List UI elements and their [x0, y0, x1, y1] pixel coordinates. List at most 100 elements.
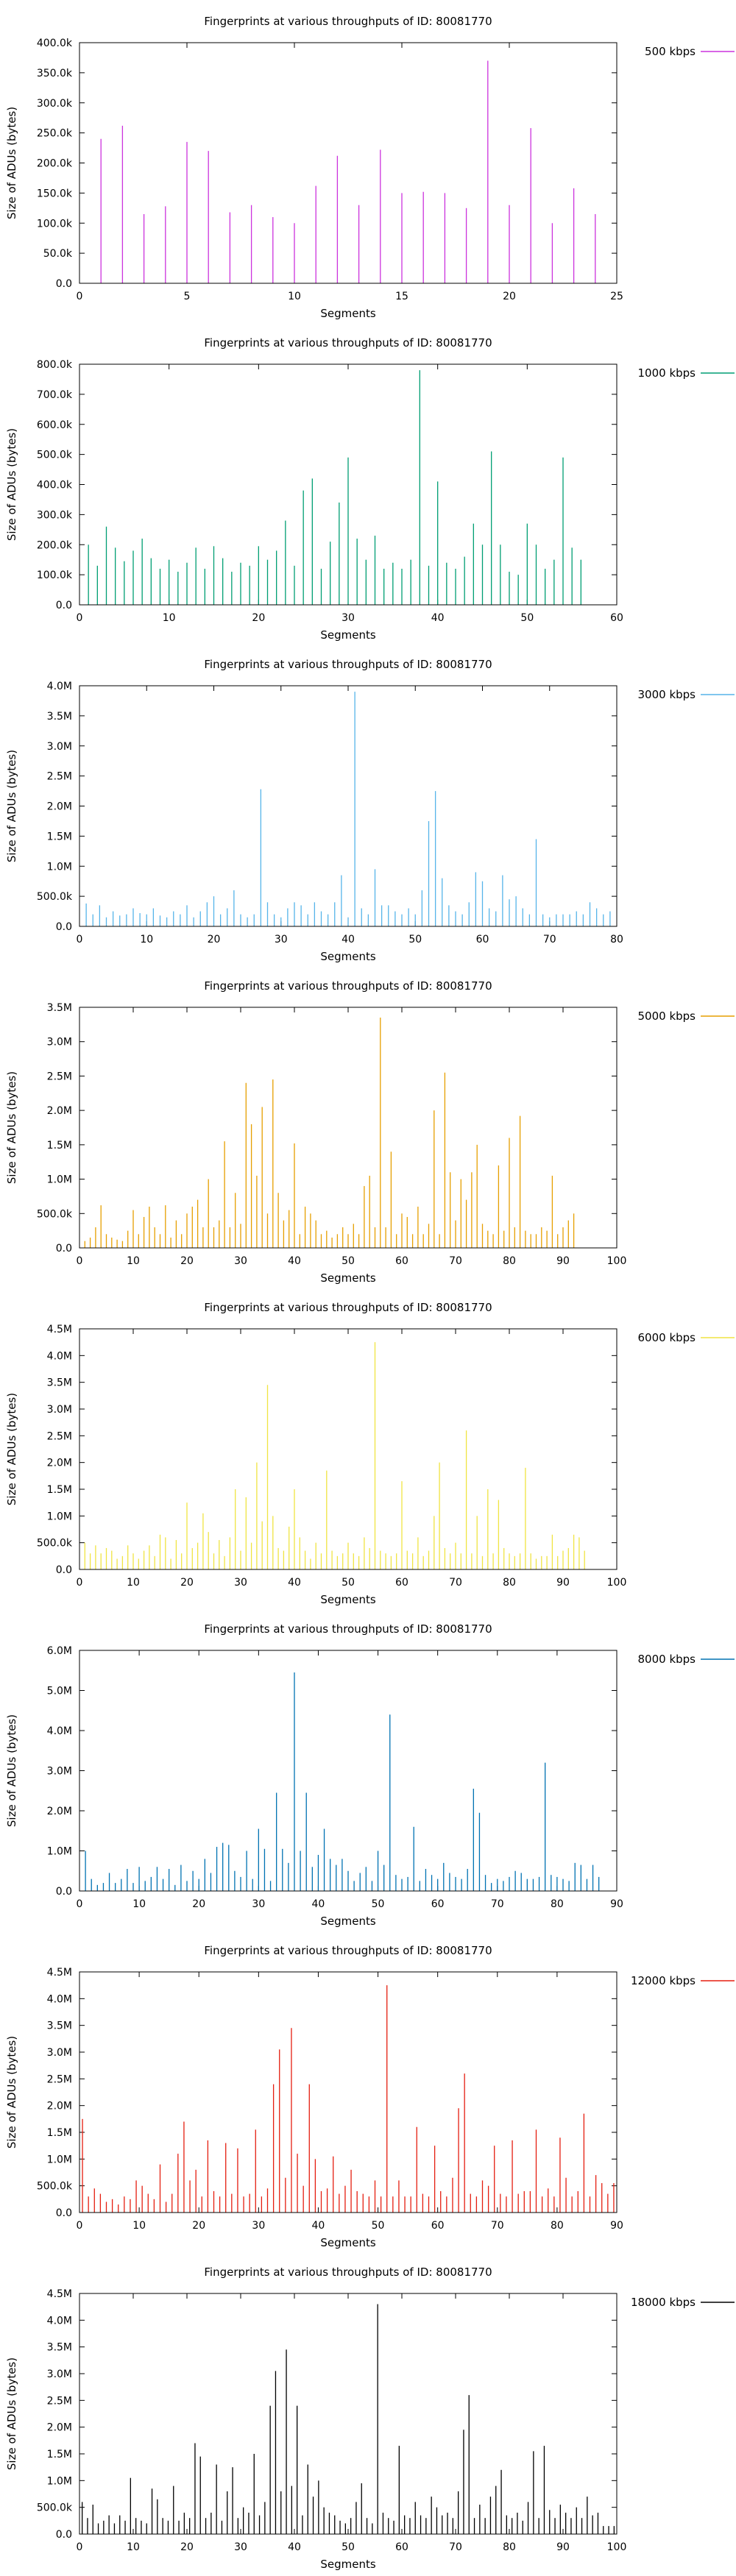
chart-svg: Fingerprints at various throughputs of I… — [5, 1944, 735, 2249]
x-tick-label: 30 — [234, 2541, 247, 2553]
x-tick-label: 10 — [163, 612, 176, 624]
chart-title: Fingerprints at various throughputs of I… — [204, 1944, 492, 1957]
y-tick-label: 200.0k — [37, 539, 73, 551]
x-tick-label: 60 — [395, 2541, 408, 2553]
y-tick-label: 5.0M — [47, 1686, 72, 1697]
y-tick-label: 4.0M — [47, 681, 72, 692]
x-tick-label: 50 — [342, 1255, 355, 1267]
y-tick-label: 350.0k — [37, 68, 73, 79]
x-tick-label: 20 — [180, 1255, 194, 1267]
x-tick-label: 60 — [431, 2220, 445, 2232]
y-tick-label: 2.0M — [47, 1105, 72, 1117]
y-tick-label: 4.5M — [47, 1324, 72, 1335]
y-tick-label: 4.0M — [47, 1350, 72, 1362]
chart-panel: Fingerprints at various throughputs of I… — [0, 1608, 736, 1929]
y-tick-label: 0.0 — [56, 921, 72, 933]
plot-frame — [79, 1328, 618, 1570]
x-tick-label: 5 — [184, 291, 191, 302]
x-tick-label: 80 — [503, 2541, 516, 2553]
x-tick-label: 50 — [372, 1898, 385, 1910]
x-tick-label: 30 — [275, 934, 288, 945]
chart-panel: Fingerprints at various throughputs of I… — [0, 0, 736, 322]
x-tick-label: 40 — [288, 1577, 301, 1589]
plot-frame — [79, 363, 618, 606]
x-tick-label: 100 — [607, 2541, 627, 2553]
x-tick-label: 50 — [520, 612, 534, 624]
y-tick-label: 0.0 — [56, 1243, 72, 1255]
plot-frame — [79, 1007, 618, 1249]
y-tick-label: 500.0k — [37, 2502, 73, 2514]
x-tick-label: 40 — [342, 934, 355, 945]
y-tick-label: 2.5M — [47, 1071, 72, 1082]
x-tick-label: 60 — [476, 934, 489, 945]
x-tick-label: 20 — [180, 2541, 194, 2553]
y-tick-label: 2.5M — [47, 771, 72, 783]
x-tick-label: 20 — [192, 1898, 205, 1910]
y-tick-label: 50.0k — [43, 248, 73, 260]
y-tick-label: 1.5M — [47, 1484, 72, 1496]
x-axis-label: Segments — [320, 2236, 376, 2249]
chart-panel: Fingerprints at various throughputs of I… — [0, 965, 736, 1286]
x-tick-label: 80 — [503, 1255, 516, 1267]
x-tick-label: 20 — [180, 1577, 194, 1589]
y-tick-label: 3.5M — [47, 1002, 72, 1014]
y-tick-label: 3.0M — [47, 2047, 72, 2059]
x-tick-label: 20 — [192, 2220, 205, 2232]
y-tick-label: 0.0 — [56, 600, 72, 611]
y-tick-label: 0.0 — [56, 2529, 72, 2541]
y-tick-label: 1.0M — [47, 861, 72, 873]
y-tick-label: 1.0M — [47, 1511, 72, 1522]
y-tick-label: 4.0M — [47, 2315, 72, 2327]
x-axis-label: Segments — [320, 628, 376, 642]
y-axis-label: Size of ADUs (bytes) — [5, 1714, 18, 1827]
x-tick-label: 90 — [556, 1577, 570, 1589]
x-tick-label: 0 — [77, 1255, 83, 1267]
x-axis-label: Segments — [320, 2558, 376, 2571]
x-tick-label: 60 — [395, 1577, 408, 1589]
x-tick-label: 60 — [610, 612, 623, 624]
x-tick-label: 30 — [342, 612, 355, 624]
x-tick-label: 30 — [234, 1255, 247, 1267]
x-tick-label: 40 — [288, 1255, 301, 1267]
legend-label: 1000 kbps — [638, 366, 696, 380]
y-tick-label: 0.0 — [56, 1564, 72, 1576]
y-tick-label: 3.0M — [47, 1766, 72, 1778]
y-tick-label: 500.0k — [37, 891, 73, 903]
chart-svg: Fingerprints at various throughputs of I… — [5, 1622, 735, 1928]
chart-svg: Fingerprints at various throughputs of I… — [5, 1301, 735, 1606]
x-tick-label: 40 — [288, 2541, 301, 2553]
y-tick-label: 2.5M — [47, 2073, 72, 2085]
y-axis-label: Size of ADUs (bytes) — [5, 2357, 18, 2470]
x-tick-label: 50 — [342, 2541, 355, 2553]
x-tick-label: 0 — [77, 934, 83, 945]
x-tick-label: 10 — [288, 291, 301, 302]
y-axis-label: Size of ADUs (bytes) — [5, 107, 18, 219]
y-tick-label: 300.0k — [37, 98, 73, 110]
y-tick-label: 150.0k — [37, 188, 73, 199]
chart-svg: Fingerprints at various throughputs of I… — [5, 15, 735, 320]
x-tick-label: 10 — [127, 2541, 140, 2553]
y-tick-label: 500.0k — [37, 2181, 73, 2193]
x-tick-label: 0 — [77, 1577, 83, 1589]
x-tick-label: 60 — [395, 1255, 408, 1267]
x-tick-label: 40 — [431, 612, 445, 624]
y-tick-label: 0.0 — [56, 2207, 72, 2219]
chart-title: Fingerprints at various throughputs of I… — [204, 1301, 492, 1314]
y-tick-label: 500.0k — [37, 1208, 73, 1220]
x-tick-label: 60 — [431, 1898, 445, 1910]
x-tick-label: 20 — [208, 934, 221, 945]
x-tick-label: 10 — [132, 1898, 146, 1910]
y-axis-label: Size of ADUs (bytes) — [5, 428, 18, 541]
y-tick-label: 400.0k — [37, 480, 73, 492]
y-tick-label: 600.0k — [37, 419, 73, 431]
x-tick-label: 70 — [543, 934, 556, 945]
x-tick-label: 0 — [77, 1898, 83, 1910]
y-tick-label: 1.5M — [47, 831, 72, 842]
y-tick-label: 3.5M — [47, 2020, 72, 2032]
legend-label: 12000 kbps — [631, 1974, 696, 1987]
x-tick-label: 15 — [395, 291, 408, 302]
plot-frame — [79, 685, 618, 927]
y-tick-label: 800.0k — [37, 359, 73, 371]
plot-frame — [79, 42, 618, 284]
x-axis-label: Segments — [320, 307, 376, 320]
